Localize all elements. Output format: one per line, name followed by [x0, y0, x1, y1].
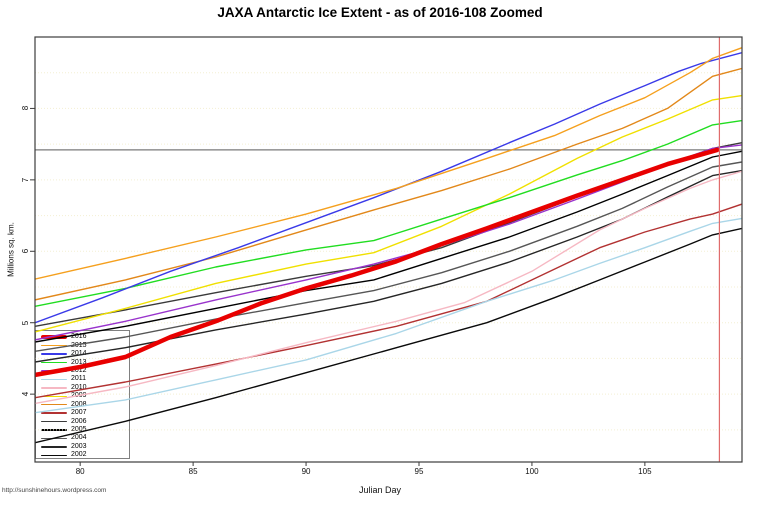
series-2015: [35, 47, 742, 280]
legend-swatch: [41, 353, 67, 355]
legend-item-2015: 2015: [36, 341, 129, 349]
series-2010: [35, 170, 742, 405]
legend-box: 2016 2015 2014 2013 2012 2011 2010 2009 2008 2007…: [35, 330, 130, 459]
legend-label: 2003: [71, 442, 87, 450]
legend-label: 2006: [71, 417, 87, 425]
legend-item-2009: 2009: [36, 392, 129, 400]
legend-label: 2012: [71, 366, 87, 374]
legend-swatch: [41, 361, 67, 364]
legend-label: 2010: [71, 383, 87, 391]
series-2004: [35, 161, 742, 352]
legend-swatch: [41, 387, 67, 389]
x-tick-label: 100: [525, 467, 539, 476]
y-tick-label: 7: [21, 177, 30, 183]
series-2016: [35, 147, 720, 378]
legend-item-2013: 2013: [36, 358, 129, 366]
legend-swatch: [41, 437, 67, 440]
series-2013: [35, 119, 742, 307]
series-2007: [35, 203, 742, 399]
x-tick-label: 80: [75, 467, 85, 476]
legend-swatch: [41, 344, 67, 347]
x-tick-label: 85: [188, 467, 198, 476]
legend-item-2005: 2005: [36, 426, 129, 434]
legend-item-2007: 2007: [36, 409, 129, 417]
legend-label: 2002: [71, 451, 87, 459]
legend-swatch: [41, 403, 67, 406]
y-tick-label: 5: [21, 320, 30, 325]
legend-label: 2013: [71, 358, 87, 366]
series-2002: [35, 227, 742, 444]
legend-swatch: [41, 454, 67, 457]
legend-label: 2004: [71, 434, 87, 442]
legend-label: 2011: [71, 375, 87, 383]
legend-swatch: [41, 429, 67, 431]
legend-item-2016: 2016: [36, 333, 129, 341]
legend-label: 2008: [71, 400, 87, 408]
chart-title: JAXA Antarctic Ice Extent - as of 2016-1…: [217, 5, 543, 20]
legend-swatch: [41, 412, 67, 414]
x-tick-label: 105: [638, 467, 652, 476]
y-tick-label: 8: [21, 106, 30, 111]
legend-swatch: [41, 446, 67, 448]
series-2006: [35, 141, 742, 327]
series-2012: [35, 144, 742, 341]
legend-label: 2009: [71, 392, 87, 400]
series-2003: [35, 169, 742, 363]
x-tick-label: 95: [414, 467, 424, 476]
legend-swatch: [41, 370, 67, 372]
legend-item-2006: 2006: [36, 417, 129, 425]
series-2005: [35, 150, 742, 343]
legend-label: 2016: [71, 333, 87, 341]
legend-item-2014: 2014: [36, 350, 129, 358]
legend-swatch: [41, 395, 67, 398]
series-2008: [35, 67, 742, 301]
legend-swatch: [41, 335, 67, 340]
y-axis-label: Millions sq. km.: [6, 222, 16, 277]
legend-item-2004: 2004: [36, 434, 129, 442]
legend-item-2008: 2008: [36, 401, 129, 409]
series-2014: [35, 52, 742, 324]
legend-item-2010: 2010: [36, 384, 129, 392]
legend-label: 2014: [71, 350, 87, 358]
series-2009: [35, 94, 742, 333]
y-tick-label: 4: [21, 391, 30, 397]
watermark-url: http://sunshinehours.wordpress.com: [2, 487, 107, 494]
x-tick-label: 90: [301, 467, 311, 476]
series-2011: [35, 217, 742, 414]
legend-swatch: [41, 378, 67, 381]
x-axis-label: Julian Day: [358, 485, 402, 495]
legend-label: 2005: [71, 426, 87, 434]
legend-item-2012: 2012: [36, 367, 129, 375]
legend-item-2002: 2002: [36, 451, 129, 459]
legend-label: 2007: [71, 409, 87, 417]
legend-swatch: [41, 420, 67, 423]
legend-item-2011: 2011: [36, 375, 129, 383]
y-tick-label: 6: [21, 249, 30, 254]
legend-item-2003: 2003: [36, 443, 129, 451]
legend-label: 2015: [71, 341, 87, 349]
